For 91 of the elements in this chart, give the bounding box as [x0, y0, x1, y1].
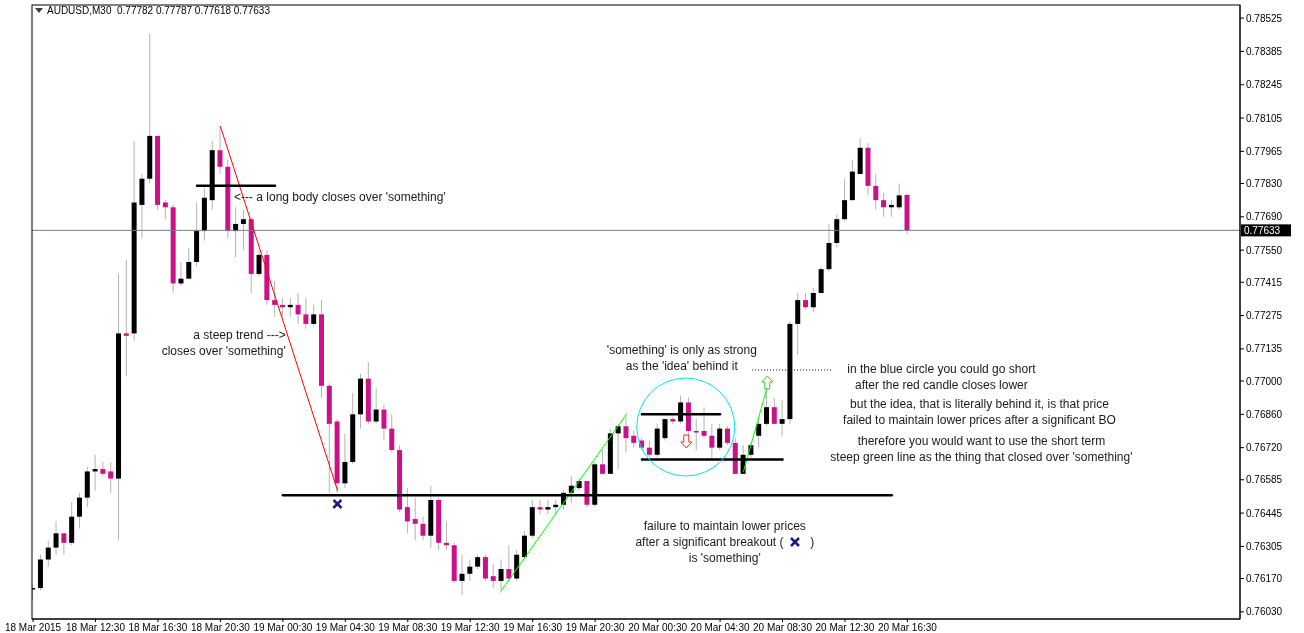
candlestick	[545, 499, 551, 515]
candlestick	[662, 418, 668, 442]
y-tick-label: 0.77415	[1246, 276, 1283, 288]
x-tick-label: 20 Mar 08:30	[753, 622, 813, 633]
x-tick-label: 19 Mar 12:30	[440, 622, 501, 633]
x-tick-label: 20 Mar 12:30	[815, 622, 875, 633]
annotation: therefore you would want to use the short term steep green line as the thing that closed over 'something'	[830, 434, 1133, 464]
candlestick	[108, 461, 114, 494]
candlestick	[100, 461, 106, 477]
candlestick	[521, 530, 527, 560]
annotation: but the idea, that is literally behind it, is that price failed to maintain lower prices after a significant BO	[843, 397, 1116, 427]
candlestick	[834, 213, 840, 249]
y-tick-label: 0.78105	[1246, 112, 1283, 124]
candlestick	[600, 449, 606, 475]
candlestick	[724, 425, 730, 446]
candlestick	[490, 563, 496, 589]
y-tick-label: 0.77690	[1246, 211, 1283, 223]
candlestick	[514, 549, 520, 582]
candlestick	[795, 292, 801, 356]
candlestick	[623, 416, 629, 453]
candlestick	[217, 125, 223, 175]
candlestick	[76, 492, 82, 530]
candlestick	[186, 247, 192, 280]
y-tick-label: 0.76170	[1246, 573, 1283, 585]
y-tick-label: 0.77000	[1246, 375, 1283, 387]
candlestick	[53, 520, 59, 556]
chart-title: AUDUSD,M30 0.77782 0.77787 0.77618 0.77633	[47, 5, 271, 16]
y-tick-label: 0.77830	[1246, 178, 1283, 190]
x-tick-label: 18 Mar 20:30	[190, 622, 251, 633]
candlestick	[818, 266, 824, 294]
candlestick	[881, 192, 887, 218]
candlestick	[810, 287, 816, 313]
y-tick-label: 0.78525	[1246, 12, 1283, 24]
y-tick-label: 0.76445	[1246, 507, 1283, 519]
candlestick	[123, 259, 129, 377]
candlestick	[342, 432, 348, 489]
candlestick	[459, 554, 465, 596]
candlestick	[701, 406, 707, 439]
x-tick-label: 19 Mar 00:30	[253, 622, 313, 633]
candlestick	[763, 390, 769, 427]
candlestick	[842, 178, 848, 223]
annotation: failure to maintain lower prices after a significant breakout ( ) is 'something'	[635, 519, 815, 565]
y-tick-label: 0.76585	[1246, 474, 1283, 486]
candlestick	[404, 487, 410, 534]
candlestick	[709, 423, 715, 461]
candlestick	[311, 304, 317, 327]
ref-line-label: 0.77633	[1244, 225, 1281, 237]
x-tick-label: 18 Mar 12:30	[66, 622, 126, 633]
candlestick	[873, 173, 879, 211]
candlestick	[45, 539, 51, 568]
y-tick-label: 0.76030	[1246, 606, 1283, 618]
y-tick-label: 0.77550	[1246, 244, 1283, 256]
y-tick-label: 0.78385	[1246, 45, 1283, 57]
candlestick	[498, 559, 504, 594]
candlestick	[506, 544, 512, 582]
annotation: a steep trend ---> closes over 'something'	[161, 328, 286, 358]
x-tick-label: 20 Mar 16:30	[877, 622, 938, 633]
candlestick	[537, 499, 543, 515]
x-tick-label: 19 Mar 20:30	[565, 622, 626, 633]
y-tick-label: 0.76860	[1246, 408, 1283, 420]
candlestick	[779, 399, 785, 437]
candlestick	[381, 404, 387, 442]
candlestick	[467, 559, 473, 582]
x-tick-label: 20 Mar 04:30	[690, 622, 750, 633]
x-tick-label: 18 Mar 16:30	[128, 622, 188, 633]
candlestick	[771, 397, 777, 425]
x-tick-label: 19 Mar 16:30	[503, 622, 563, 633]
candlestick	[389, 413, 395, 453]
x-tick-label: 18 Mar 2015	[4, 622, 62, 633]
x-tick-label: 19 Mar 08:30	[378, 622, 438, 633]
y-tick-label: 0.76305	[1246, 540, 1283, 552]
candlestick	[717, 423, 723, 451]
candlestick	[240, 209, 246, 251]
x-tick-label: 20 Mar 00:30	[628, 622, 688, 633]
candlestick	[896, 182, 902, 211]
y-tick-label: 0.77135	[1246, 343, 1283, 355]
y-tick-label: 0.77275	[1246, 310, 1283, 322]
candlestick	[256, 249, 262, 277]
candlestick	[373, 387, 379, 425]
y-tick-label: 0.78245	[1246, 79, 1283, 91]
candlestick	[420, 516, 426, 541]
annotation: 'something' is only as strong as the 'idea' behind it	[606, 343, 757, 373]
y-tick-label: 0.76720	[1246, 442, 1283, 454]
candlestick	[272, 280, 278, 318]
x-tick-label: 19 Mar 04:30	[315, 622, 376, 633]
y-tick-label: 0.77965	[1246, 145, 1283, 157]
candlestick	[412, 497, 418, 541]
candlestick	[295, 292, 301, 325]
candlestick	[61, 532, 67, 556]
candlestick	[303, 297, 309, 330]
candlestick	[482, 554, 488, 582]
